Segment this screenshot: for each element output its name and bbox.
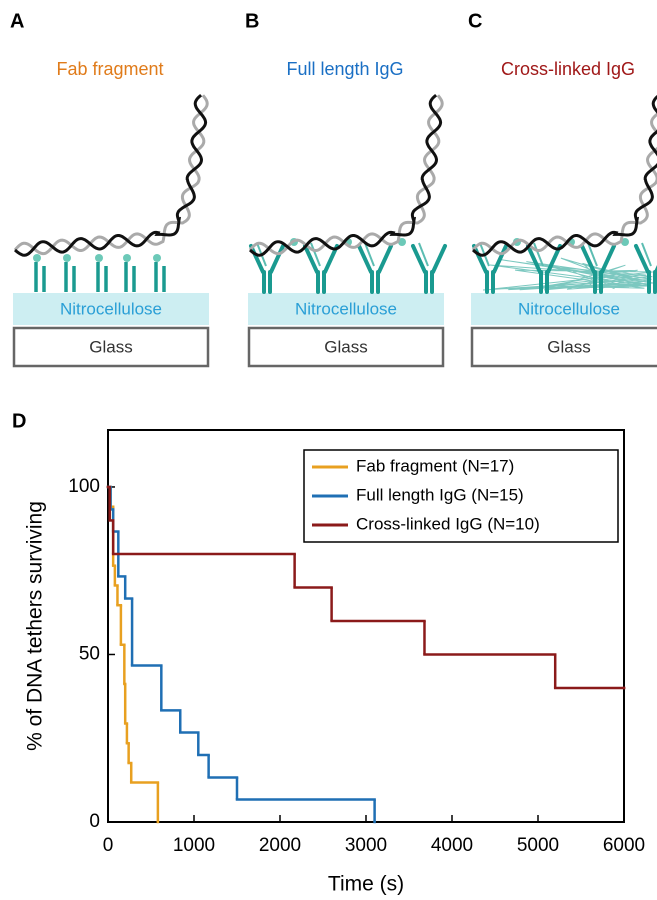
panel-letter: A	[10, 10, 24, 32]
layer-label: Nitrocellulose	[518, 299, 620, 318]
y-tick-label: 50	[79, 643, 100, 664]
legend-label: Cross-linked IgG (N=10)	[356, 514, 540, 533]
x-tick-label: 5000	[517, 835, 559, 856]
layer-label: Nitrocellulose	[295, 299, 397, 318]
panel-letter: D	[12, 410, 26, 432]
x-tick-label: 1000	[173, 835, 215, 856]
figure: D Time (s) % of DNA tethers surviving A F…	[0, 0, 657, 900]
panel-letter: C	[468, 10, 482, 32]
x-tick-label: 2000	[259, 835, 301, 856]
linker	[63, 254, 71, 262]
y-tick-label: 0	[89, 811, 100, 832]
igg-arm	[433, 246, 445, 272]
y-axis-label: % of DNA tethers surviving	[24, 501, 47, 751]
x-tick-label: 0	[103, 835, 114, 856]
panel-title: Full length IgG	[286, 59, 403, 79]
x-axis-label: Time (s)	[328, 873, 404, 896]
legend-label: Full length IgG (N=15)	[356, 485, 524, 504]
igg-arm	[474, 246, 486, 272]
crosslinker	[483, 258, 653, 290]
x-tick-label: 6000	[603, 835, 645, 856]
layer-label: Glass	[547, 337, 590, 356]
igg-arm	[379, 246, 391, 272]
igg-arm	[636, 246, 648, 272]
layer-label: Nitrocellulose	[60, 299, 162, 318]
legend-label: Fab fragment (N=17)	[356, 456, 514, 475]
igg-arm	[602, 246, 614, 272]
x-tick-label: 3000	[345, 835, 387, 856]
linker	[95, 254, 103, 262]
panel-title: Fab fragment	[56, 59, 163, 79]
dna-strand	[15, 95, 206, 255]
layer-label: Glass	[324, 337, 367, 356]
igg-arm	[413, 246, 425, 272]
dna-strand	[473, 95, 657, 255]
linker	[33, 254, 41, 262]
x-tick-label: 4000	[431, 835, 473, 856]
y-tick-label: 100	[68, 476, 100, 497]
igg-arm	[359, 246, 371, 272]
linker	[123, 254, 131, 262]
panel-letter: B	[245, 10, 259, 32]
layer-label: Glass	[89, 337, 132, 356]
dna-strand	[473, 95, 657, 253]
igg-arm	[251, 246, 263, 272]
panel-title: Cross-linked IgG	[501, 59, 635, 79]
linker	[153, 254, 161, 262]
dna-strand	[250, 95, 441, 255]
